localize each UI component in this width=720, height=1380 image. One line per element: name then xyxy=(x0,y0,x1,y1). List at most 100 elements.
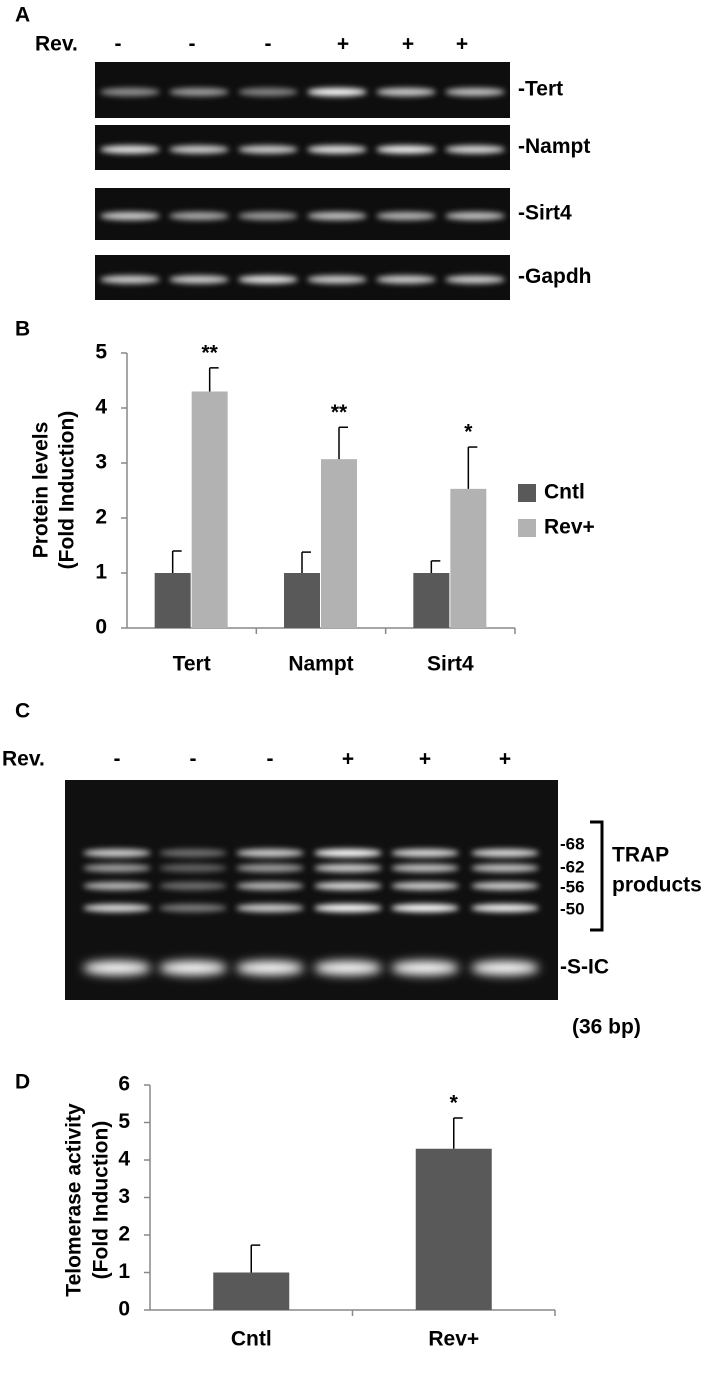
gel-band xyxy=(391,904,459,912)
gel-band xyxy=(391,849,459,857)
y-tick-label: 3 xyxy=(95,451,107,474)
legend-label: Cntl xyxy=(544,481,585,504)
gel-band xyxy=(159,961,227,975)
gel-band xyxy=(83,961,151,975)
row-label: Rev. xyxy=(35,33,78,56)
lane-sign: + xyxy=(342,748,354,771)
gel-band xyxy=(238,212,298,220)
gel-band xyxy=(307,275,367,284)
y-tick-label: 6 xyxy=(118,1073,130,1096)
y-axis-label: Protein levels xyxy=(30,422,53,559)
gel-band xyxy=(376,212,436,220)
gel-band xyxy=(159,904,227,912)
y-tick-label: 4 xyxy=(95,396,107,419)
lane-sign: + xyxy=(337,33,349,56)
gel-band xyxy=(471,864,539,872)
gel-band xyxy=(83,882,151,890)
gel-band xyxy=(159,882,227,890)
bracket-label: TRAP xyxy=(612,844,669,867)
gel-band xyxy=(238,88,298,96)
ic-label: -S-IC xyxy=(560,956,609,979)
gel-strip xyxy=(95,62,510,118)
y-tick-label: 4 xyxy=(118,1148,130,1171)
gel-band xyxy=(236,882,304,890)
gel-band xyxy=(471,882,539,890)
lane-sign: - xyxy=(115,33,122,56)
panel-label: B xyxy=(15,318,30,341)
gel-band xyxy=(100,145,160,154)
size-marker: -50 xyxy=(560,899,585,918)
bar xyxy=(415,1148,492,1310)
ic-label: (36 bp) xyxy=(572,1016,641,1039)
gel-band xyxy=(391,882,459,890)
gel-strip xyxy=(95,255,510,300)
lane-sign: - xyxy=(114,748,121,771)
y-tick-label: 5 xyxy=(95,341,107,364)
y-tick-label: 2 xyxy=(118,1223,130,1246)
lane-sign: - xyxy=(189,33,196,56)
gel-band xyxy=(83,849,151,857)
gel-band xyxy=(445,145,505,154)
y-tick-label: 2 xyxy=(95,506,107,529)
gel-band xyxy=(314,864,382,872)
y-tick-label: 1 xyxy=(118,1260,130,1283)
gel-band xyxy=(236,904,304,912)
panel-label: D xyxy=(15,1071,30,1094)
x-tick-label: Tert xyxy=(173,653,211,676)
band-label: -Sirt4 xyxy=(518,202,572,225)
lane-sign: + xyxy=(419,748,431,771)
gel-band xyxy=(391,961,459,975)
lane-sign: + xyxy=(402,33,414,56)
lane-sign: - xyxy=(190,748,197,771)
y-tick-label: 5 xyxy=(118,1110,130,1133)
significance: * xyxy=(450,1092,459,1115)
x-tick-label: Nampt xyxy=(288,653,353,676)
band-label: -Gapdh xyxy=(518,265,592,288)
lane-sign: - xyxy=(265,33,272,56)
bar xyxy=(191,391,228,628)
gel-band xyxy=(100,275,160,284)
gel-band xyxy=(471,849,539,857)
significance: ** xyxy=(331,401,348,424)
significance: ** xyxy=(201,341,218,364)
gel-band xyxy=(159,864,227,872)
bracket-label: products xyxy=(612,874,702,897)
y-tick-label: 0 xyxy=(95,616,107,639)
gel-band xyxy=(445,212,505,220)
gels: Rev. - - - + + + - Tert -Nampt -Sirt4 -Gapdh Rev. - - -… xyxy=(2,33,702,1039)
gel-band xyxy=(236,849,304,857)
lane-sign: - xyxy=(267,748,274,771)
gel-band xyxy=(169,145,229,154)
gel-band xyxy=(236,864,304,872)
gel-band xyxy=(307,88,367,96)
legend-label: Rev+ xyxy=(544,516,595,539)
x-tick-label: Cntl xyxy=(231,1328,272,1351)
gel-band xyxy=(307,212,367,220)
gel-band xyxy=(169,88,229,96)
gel-band xyxy=(238,145,298,154)
charts: 0 1 2 3 4 5 Protein levels (Fold Induction) Tert… xyxy=(30,341,595,1351)
gel-image xyxy=(65,780,558,1000)
y-tick-label: 3 xyxy=(118,1185,130,1208)
size-marker: -62 xyxy=(560,857,585,876)
y-tick-label: 1 xyxy=(95,561,107,584)
size-marker: -56 xyxy=(560,877,585,896)
gel-band xyxy=(314,904,382,912)
gel-band xyxy=(376,88,436,96)
y-axis-label: Telomerase activity xyxy=(63,1103,86,1297)
bar xyxy=(321,459,357,628)
gel-band xyxy=(376,145,436,154)
gel-band xyxy=(100,88,160,96)
bar xyxy=(284,573,320,628)
bar xyxy=(413,573,450,628)
y-axis-label: (Fold Induction) xyxy=(90,1121,113,1280)
gel-band xyxy=(100,212,160,220)
gel-band xyxy=(445,275,505,284)
gel-strip xyxy=(95,188,510,240)
legend-swatch xyxy=(518,484,536,502)
y-tick-label: 0 xyxy=(118,1298,130,1321)
size-marker: -68 xyxy=(560,834,585,853)
row-label: Rev. xyxy=(2,748,45,771)
band-label: -Nampt xyxy=(518,135,590,158)
